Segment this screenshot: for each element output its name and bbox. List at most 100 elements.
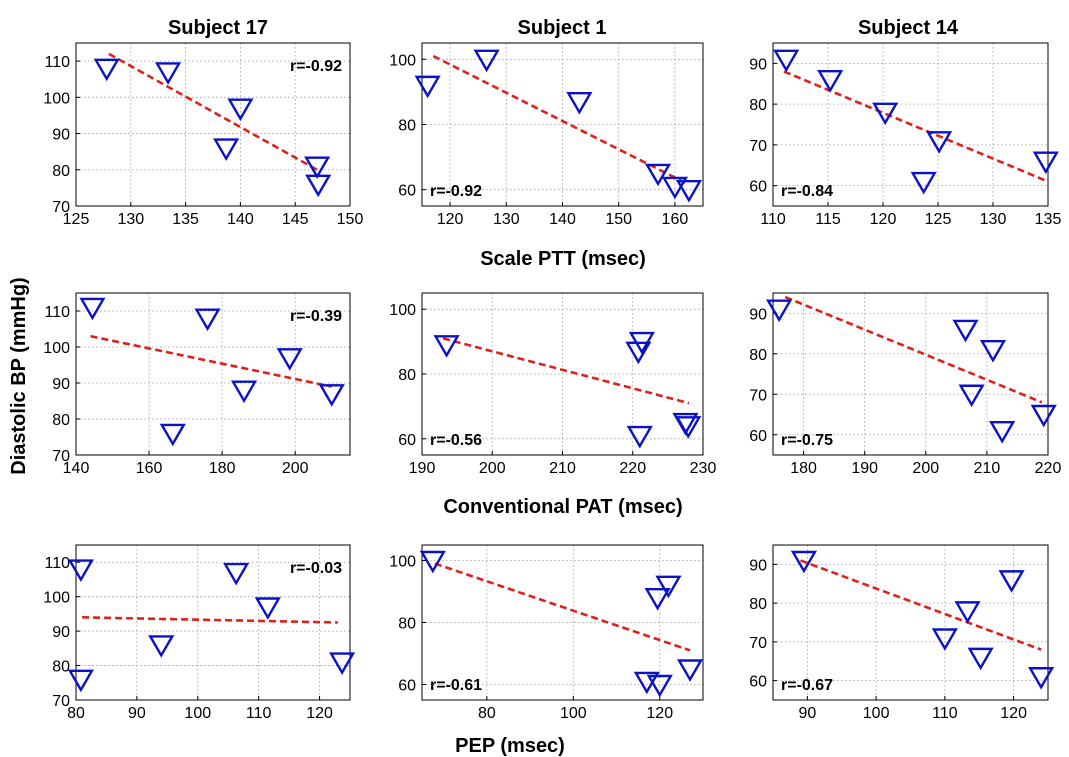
y-tick-label: 70 [749, 635, 767, 652]
correlation-label: r=-0.67 [781, 677, 833, 694]
y-tick-label: 60 [749, 428, 767, 445]
y-tick-label: 90 [52, 127, 70, 144]
data-point-marker [817, 69, 844, 93]
data-point-marker [67, 669, 94, 693]
x-tick-label: 150 [605, 211, 632, 228]
x-tick-label: 200 [282, 460, 309, 477]
y-tick-label: 60 [398, 183, 416, 200]
data-point-marker [998, 570, 1025, 593]
regression-line [442, 337, 690, 405]
x-tick-label: 125 [925, 211, 952, 228]
regression-line [434, 562, 691, 652]
data-point-marker [419, 550, 446, 574]
y-tick-label: 90 [52, 376, 70, 393]
x-tick-label: 190 [409, 460, 436, 477]
correlation-label: r=-0.92 [430, 183, 482, 200]
panel-1: 125 130 135 140 145 150 70 80 90 100 110 r=-0.92 [43, 42, 364, 228]
x-tick-label: 110 [760, 211, 786, 228]
correlation-label: r=-0.75 [781, 432, 833, 449]
plot-frame [772, 292, 1049, 456]
plot-frame [75, 544, 351, 701]
x-tick-label: 120 [306, 705, 333, 722]
x-tick-label: 80 [478, 705, 496, 722]
x-tick-label: 210 [974, 460, 1001, 477]
column-title-subject-14: Subject 14 [858, 17, 959, 39]
data-point-marker [1032, 151, 1059, 175]
regression-line [90, 334, 332, 388]
correlation-label: r=-0.39 [290, 308, 342, 325]
data-point-marker [148, 635, 175, 658]
data-point-marker [773, 49, 800, 73]
data-point-marker [1028, 667, 1055, 690]
x-tick-label: 120 [437, 211, 464, 228]
x-tick-label: 120 [646, 705, 673, 722]
correlation-label: r=-0.61 [430, 677, 482, 694]
x-tick-label: 140 [227, 211, 254, 228]
data-point-marker [625, 341, 652, 365]
data-point-marker [1030, 404, 1057, 428]
y-tick-label: 100 [389, 302, 416, 319]
data-point-marker [329, 652, 356, 676]
x-tick-label: 135 [1035, 211, 1062, 228]
y-tick-label: 80 [398, 118, 416, 135]
xlabel-conventional-pat: Conventional PAT (msec) [443, 496, 682, 518]
panel-8: 80 100 120 60 80 100 r=-0.61 [389, 544, 704, 722]
data-point-marker [872, 102, 899, 126]
y-tick-label: 110 [44, 555, 70, 572]
data-point-marker [675, 179, 703, 203]
y-tick-label: 100 [43, 90, 70, 107]
plot-frame [75, 42, 351, 207]
regression-line [784, 295, 1043, 404]
data-point-marker [254, 597, 281, 620]
x-tick-label: 160 [136, 460, 163, 477]
y-tick-label: 70 [749, 387, 767, 404]
y-tick-label: 70 [749, 138, 767, 155]
data-point-marker [154, 62, 182, 85]
regression-line [800, 559, 1042, 651]
x-tick-label: 120 [870, 211, 897, 228]
data-point-marker [989, 421, 1016, 444]
y-tick-label: 80 [398, 616, 416, 633]
x-tick-label: 100 [560, 705, 587, 722]
data-point-marker [305, 174, 332, 198]
xlabel-pep: PEP (msec) [455, 735, 565, 757]
plot-frame [772, 42, 1049, 207]
data-point-marker [159, 423, 186, 447]
x-tick-label: 100 [863, 705, 890, 722]
data-point-marker [952, 319, 979, 343]
x-tick-label: 180 [790, 460, 817, 477]
data-point-marker [230, 380, 258, 404]
data-point-marker [93, 58, 120, 82]
data-point-marker [213, 138, 240, 161]
data-point-marker [676, 659, 704, 682]
y-tick-label: 60 [398, 432, 416, 449]
data-point-marker [473, 49, 500, 73]
x-tick-label: 150 [337, 211, 364, 228]
y-tick-label: 110 [44, 54, 70, 71]
y-tick-label: 100 [389, 554, 416, 571]
data-point-marker [926, 131, 953, 154]
data-point-marker [954, 601, 981, 624]
x-tick-label: 200 [479, 460, 506, 477]
data-point-marker [414, 75, 441, 99]
y-tick-label: 90 [749, 557, 767, 574]
x-tick-label: 130 [493, 211, 520, 228]
data-point-marker [566, 91, 593, 115]
y-tick-label: 70 [52, 693, 70, 710]
correlation-label: r=-0.84 [781, 183, 833, 200]
x-tick-label: 115 [815, 211, 841, 228]
x-tick-label: 110 [246, 705, 272, 722]
data-point-marker [628, 331, 655, 355]
titles-layer: Subject 17 Subject 1 Subject 14 Scale PT… [8, 17, 959, 757]
data-point-marker [318, 384, 345, 407]
y-tick-label: 70 [52, 448, 70, 465]
panel-2: 120 130 140 150 160 60 80 100 r=-0.92 [389, 42, 704, 228]
panel-3: 110 115 120 125 130 135 60 70 80 90 r=-0.84 [749, 42, 1062, 228]
y-tick-label: 90 [749, 56, 767, 73]
y-tick-label: 90 [749, 306, 767, 323]
data-point-marker [655, 575, 682, 599]
column-title-subject-17: Subject 17 [168, 17, 268, 39]
